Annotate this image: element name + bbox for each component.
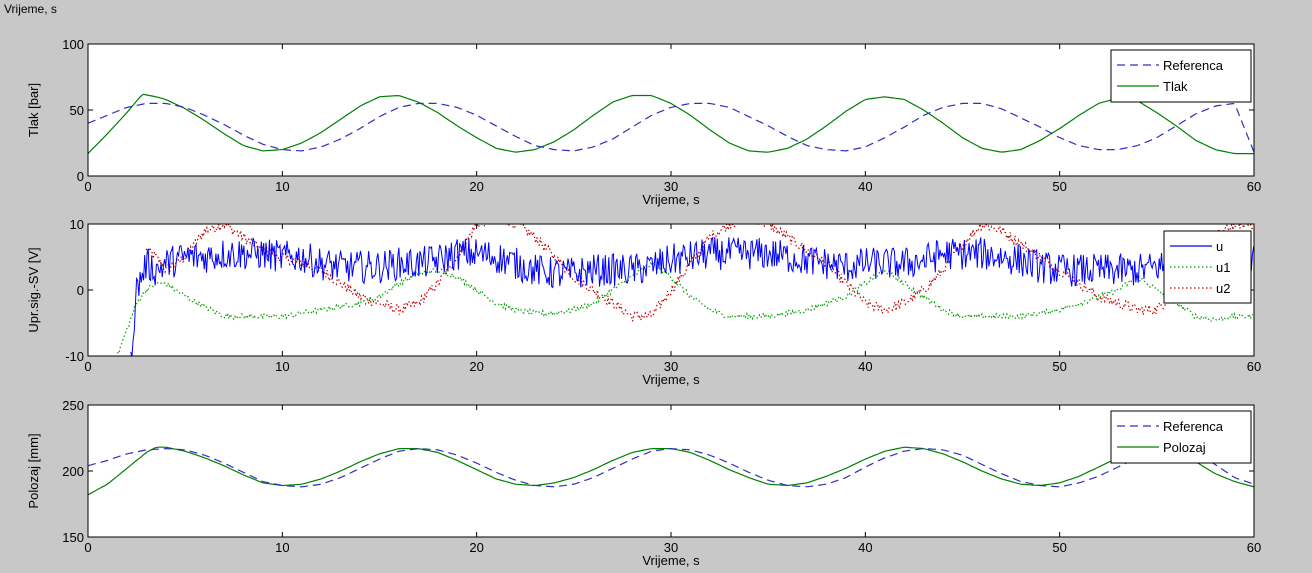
y-tick-label: 250	[62, 398, 84, 413]
legend-label-tlak: Tlak	[1163, 79, 1188, 94]
y-tick-label: 100	[62, 37, 84, 52]
x-tick-label: 10	[275, 179, 289, 194]
y-tick-label: 50	[70, 103, 84, 118]
y-axis-label: Tlak [bar]	[26, 83, 41, 137]
x-tick-label: 50	[1052, 179, 1066, 194]
y-tick-label: 0	[77, 169, 84, 184]
legend-label-polozaj: Polozaj	[1163, 440, 1206, 455]
x-tick-label: 50	[1052, 540, 1066, 555]
x-tick-label: 10	[275, 359, 289, 374]
x-tick-label: 40	[858, 179, 872, 194]
legend-label-referenca: Referenca	[1163, 419, 1224, 434]
y-tick-label: 150	[62, 530, 84, 545]
y-tick-label: 10	[70, 217, 84, 232]
legend-label-u1: u1	[1216, 260, 1230, 275]
y-axis-label: Polozaj [mm]	[26, 433, 41, 508]
x-tick-label: 40	[858, 359, 872, 374]
y-tick-label: 200	[62, 464, 84, 479]
legend-label-referenca: Referenca	[1163, 58, 1224, 73]
y-tick-label: 0	[77, 283, 84, 298]
x-tick-label: 0	[84, 179, 91, 194]
x-tick-label: 0	[84, 359, 91, 374]
x-axis-label: Vrijeme, s	[642, 553, 700, 568]
legend: u u1 u2	[1164, 231, 1251, 303]
plot-area	[88, 405, 1254, 537]
y-axis-label: Upr.sig.-SV [V]	[26, 247, 41, 332]
legend-label-u: u	[1216, 239, 1223, 254]
x-tick-label: 40	[858, 540, 872, 555]
x-tick-label: 0	[84, 540, 91, 555]
x-tick-label: 60	[1247, 540, 1261, 555]
x-tick-label: 20	[469, 359, 483, 374]
x-axis-label: Vrijeme, s	[642, 372, 700, 387]
x-tick-label: 50	[1052, 359, 1066, 374]
x-tick-label: 10	[275, 540, 289, 555]
x-tick-label: 60	[1247, 179, 1261, 194]
legend-label-u2: u2	[1216, 281, 1230, 296]
x-tick-label: 20	[469, 179, 483, 194]
legend: Referenca Polozaj	[1111, 411, 1251, 463]
y-tick-label: -10	[65, 349, 84, 364]
legend: Referenca Tlak	[1111, 50, 1251, 102]
plot-area	[88, 44, 1254, 176]
x-tick-label: 60	[1247, 359, 1261, 374]
x-tick-label: 20	[469, 540, 483, 555]
x-axis-label: Vrijeme, s	[642, 192, 700, 207]
